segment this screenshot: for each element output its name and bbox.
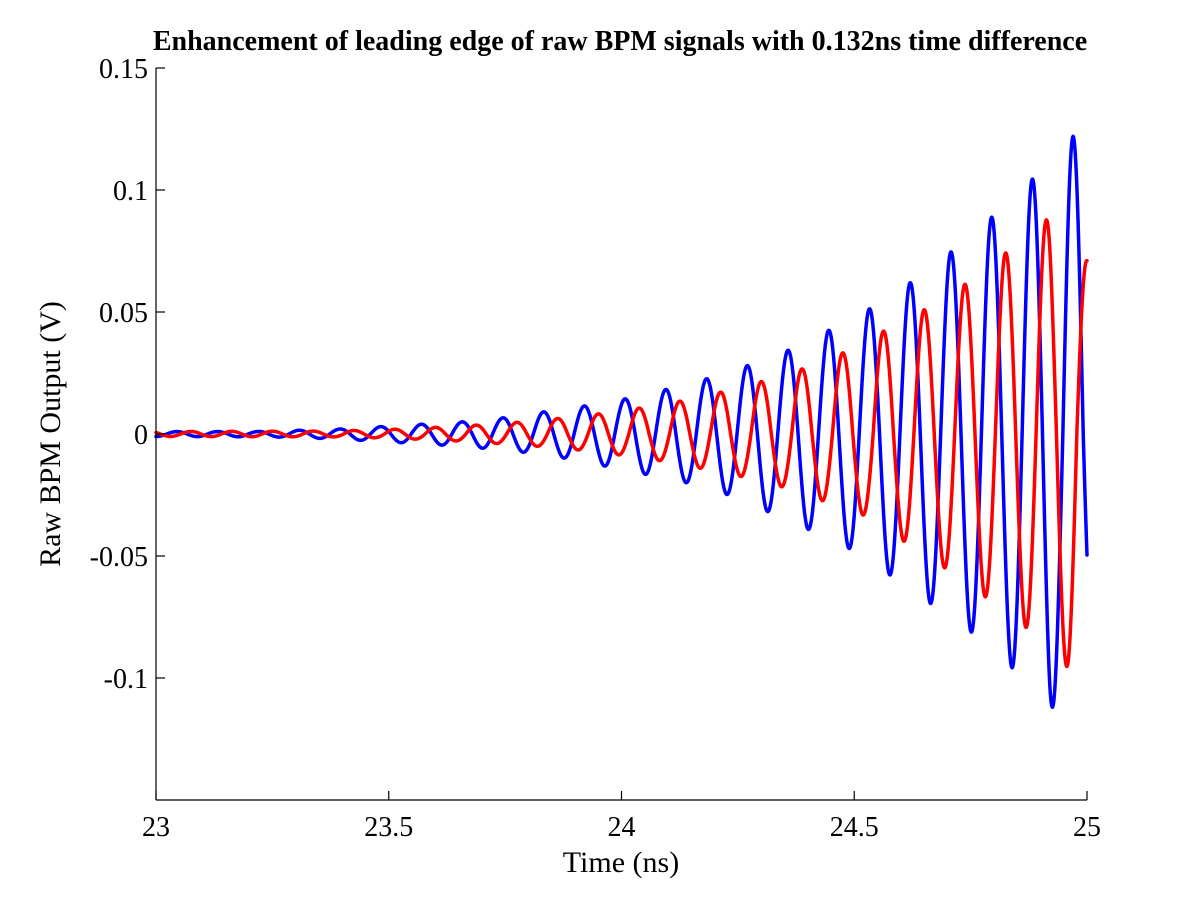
y-tick-label: 0.05 bbox=[99, 298, 148, 329]
x-axis-label: Time (ns) bbox=[563, 846, 679, 879]
x-tick-label: 24.5 bbox=[830, 812, 879, 843]
y-tick-label: 0.15 bbox=[99, 54, 148, 85]
y-tick-label: 0 bbox=[134, 420, 148, 451]
x-tick-label: 23 bbox=[142, 812, 170, 843]
series-line-2 bbox=[154, 218, 1089, 669]
x-tick-label: 24 bbox=[608, 812, 636, 843]
x-tick-label: 23.5 bbox=[364, 812, 413, 843]
x-tick-label: 25 bbox=[1073, 812, 1101, 843]
series-line-1 bbox=[154, 134, 1089, 709]
y-tick-label: -0.05 bbox=[90, 542, 148, 573]
y-axis-label: Raw BPM Output (V) bbox=[34, 301, 67, 567]
y-tick-label: 0.1 bbox=[113, 176, 148, 207]
series-layer bbox=[154, 134, 1089, 709]
y-ticks: -0.1 -0.05 0 0.05 0.1 0.15 bbox=[90, 54, 165, 695]
chart-title: Enhancement of leading edge of raw BPM s… bbox=[153, 26, 1087, 57]
y-tick-label: -0.1 bbox=[104, 664, 148, 695]
x-ticks: 23 23.5 24 24.5 25 bbox=[142, 791, 1101, 843]
